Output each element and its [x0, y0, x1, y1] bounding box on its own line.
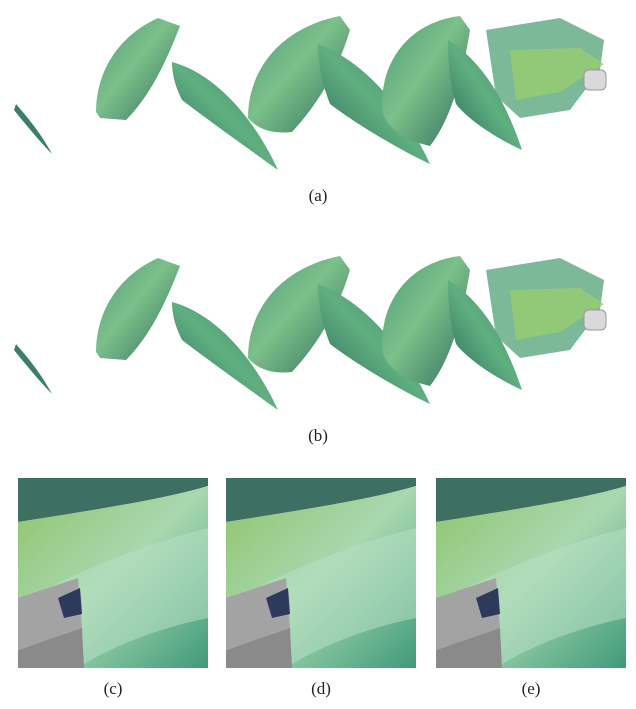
- page: (a) (b) (c) (d) (e) (() => { const data …: [0, 0, 636, 709]
- caption: (d): [311, 679, 331, 698]
- panel-a-image: [14, 16, 606, 170]
- panel-c-image: [18, 478, 208, 668]
- panel-d-image: [226, 478, 416, 668]
- caption: (e): [522, 679, 541, 698]
- caption: (b): [308, 426, 328, 445]
- caption: (c): [104, 679, 123, 698]
- figure: (a) (b) (c) (d) (e): [0, 0, 636, 709]
- panel-e-image: [436, 478, 626, 668]
- panel-b-image: [14, 256, 606, 410]
- caption: (a): [309, 186, 328, 205]
